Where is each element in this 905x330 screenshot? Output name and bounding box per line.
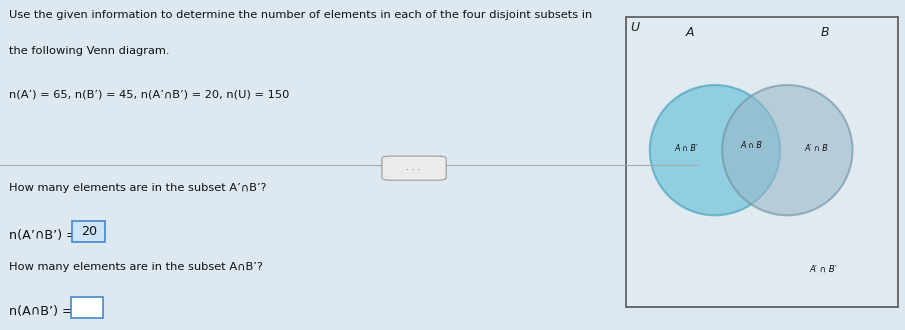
Text: . . .: . . . xyxy=(406,163,421,173)
Ellipse shape xyxy=(650,85,780,215)
Text: A′ ∩ B: A′ ∩ B xyxy=(805,144,828,153)
Text: A ∩ B: A ∩ B xyxy=(740,141,762,150)
Text: How many elements are in the subset A∩B’?: How many elements are in the subset A∩B’… xyxy=(9,262,263,272)
Text: n(A∩B’) =: n(A∩B’) = xyxy=(9,305,72,318)
Text: B: B xyxy=(821,26,830,39)
Text: Use the given information to determine the number of elements in each of the fou: Use the given information to determine t… xyxy=(9,10,592,20)
Ellipse shape xyxy=(722,85,853,215)
Bar xyxy=(626,16,898,307)
FancyBboxPatch shape xyxy=(71,297,103,318)
Text: n(A’) = 65, n(B’) = 45, n(A’∩B’) = 20, n(U) = 150: n(A’) = 65, n(B’) = 45, n(A’∩B’) = 20, n… xyxy=(9,89,290,99)
Text: n(A’∩B’) =: n(A’∩B’) = xyxy=(9,229,81,242)
FancyBboxPatch shape xyxy=(382,156,446,180)
Text: How many elements are in the subset A’∩B’?: How many elements are in the subset A’∩B… xyxy=(9,183,267,193)
Text: A ∩ B′: A ∩ B′ xyxy=(674,144,698,153)
Text: 20: 20 xyxy=(81,225,97,238)
Text: the following Venn diagram.: the following Venn diagram. xyxy=(9,46,169,56)
FancyBboxPatch shape xyxy=(72,221,105,242)
Text: A: A xyxy=(685,26,694,39)
Text: U: U xyxy=(630,21,639,34)
Text: A′ ∩ B′: A′ ∩ B′ xyxy=(810,264,837,274)
